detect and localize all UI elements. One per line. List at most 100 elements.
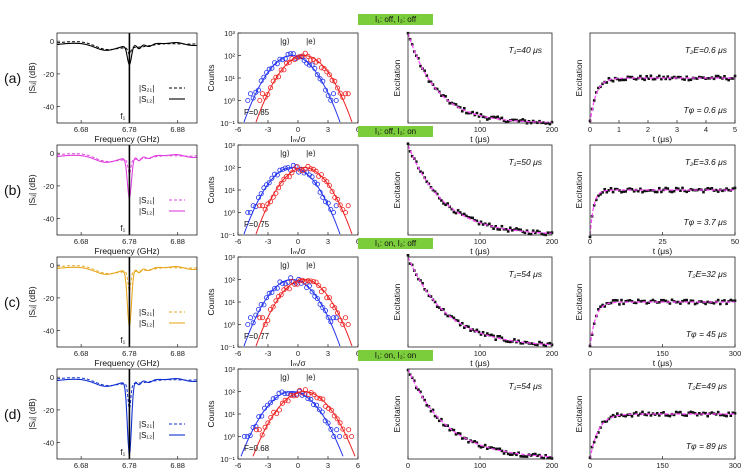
histogram-point-e [276, 74, 282, 80]
t1-data-point [467, 111, 470, 115]
t2e-annotation: T₂E=32 μs [687, 269, 728, 279]
t1-data-point [461, 109, 464, 113]
t1-data-point [534, 343, 537, 346]
ramsey-data-point [620, 298, 623, 302]
histogram-point-e [313, 168, 319, 174]
t1-data-point [542, 343, 545, 347]
ramsey-data-point [613, 415, 617, 418]
y-axis-label: |Sᵢⱼ| (dB) [27, 62, 37, 93]
histogram-point-e [337, 202, 343, 208]
t1-data-point [481, 331, 485, 334]
histogram-point-e [281, 176, 287, 182]
legend-s21-label: |S₂₁| [139, 420, 154, 429]
histogram-point-e [291, 393, 297, 399]
t1-data-point [435, 87, 439, 91]
ramsey-data-point [704, 77, 707, 80]
ramsey-data-point [597, 308, 600, 311]
row-0: I₁: off, I₂: off (a) f₁ 6.68 6.78 6.88 0 -20 -40… [4, 14, 737, 144]
y-tick-label: 10¹ [224, 186, 235, 195]
y-axis-label: |Sᵢⱼ| (dB) [27, 174, 37, 205]
x-tick-label: 6 [356, 461, 360, 470]
spectrum-frame [56, 144, 198, 236]
t1-data-point [463, 326, 466, 329]
t1-annotation: T₁=54 μs [508, 381, 542, 391]
ramsey-data-point [677, 75, 680, 79]
t1-data-point [446, 314, 449, 318]
ramsey-data-point [595, 435, 598, 439]
legend-s12-label: |S₁₂| [139, 431, 154, 440]
histogram-point-e [279, 400, 285, 406]
t1-data-point [519, 228, 522, 232]
x-tick-label: 200 [546, 237, 559, 246]
histogram-point-g [325, 314, 331, 320]
ramsey-data-point [632, 412, 636, 415]
ramsey-fit-curve [589, 189, 735, 236]
row-1: I₁: off, I₂: on (b) f₁ 6.68 6.78 6.88 0 -20 -40 F… [4, 126, 739, 256]
ramsey-data-point [700, 300, 703, 303]
histogram-point-g [245, 98, 251, 104]
t1-data-point [433, 414, 437, 418]
t1-data-point [463, 107, 466, 110]
ramsey-data-point [632, 190, 636, 193]
histogram-point-e [286, 59, 292, 65]
histogram-point-g [272, 171, 278, 177]
x-tick-label: 150 [656, 461, 669, 470]
tphi-annotation: Tφ = 3.7 μs [683, 217, 727, 227]
y-tick-label: 10¹ [224, 298, 235, 307]
t1-data-point [452, 210, 456, 214]
t1-data-point [506, 120, 510, 123]
histogram-point-g [255, 195, 261, 201]
histogram-point-e [334, 196, 340, 202]
t1-data-point [519, 342, 522, 345]
ramsey-data-point [637, 189, 640, 193]
histogram-point-e [253, 427, 259, 433]
histogram-point-e [294, 164, 300, 170]
histogram-point-g [277, 279, 283, 285]
x-tick-label: 6.78 [122, 349, 137, 358]
histogram-point-e [337, 317, 343, 323]
histogram-point-e [281, 67, 287, 73]
histogram-point-e [288, 392, 294, 398]
histogram-point-e [282, 397, 288, 403]
t2e-annotation: T₂E=0.6 μs [685, 45, 728, 55]
fidelity-label: F=0.77 [244, 332, 270, 341]
t1-data-point [509, 226, 512, 230]
histogram-point-e [289, 170, 295, 176]
ramsey-data-point [603, 188, 606, 191]
histogram-point-e [300, 53, 306, 59]
t1-data-point [534, 231, 537, 235]
y-tick-label: -20 [43, 406, 54, 415]
x-tick-label: 0 [588, 461, 592, 470]
histogram-point-e [267, 199, 273, 205]
histogram-point-e [332, 78, 338, 84]
t1-data-point [509, 453, 512, 456]
t1-data-point [419, 170, 422, 173]
histogram-point-g [299, 392, 305, 398]
histogram-point-g [330, 209, 336, 215]
condition-banner [358, 126, 433, 137]
t1-data-point [415, 386, 418, 390]
histogram-point-g [245, 321, 251, 327]
x-axis-label: t (μs) [470, 358, 490, 368]
t1-data-point [490, 446, 493, 449]
histogram-point-e [273, 74, 279, 80]
histogram-point-g [280, 166, 286, 172]
t1-data-point [429, 409, 433, 413]
t1-data-point [435, 192, 439, 196]
ramsey-data-point [603, 420, 606, 423]
histogram-point-g [322, 199, 328, 205]
ramsey-data-point [689, 188, 693, 191]
legend-s12-label: |S₁₂| [139, 95, 154, 104]
x-axis-label: Iₘ/σ [290, 246, 306, 256]
histogram-point-e [342, 91, 348, 97]
ramsey-data-point [664, 299, 667, 303]
ramsey-data-point [605, 420, 609, 423]
t1-data-point [475, 441, 479, 444]
condition-banner-text: I₁: off, I₂: on [375, 127, 416, 136]
histogram-point-g [255, 87, 261, 93]
gaussian-fit-e [255, 278, 353, 347]
histogram-point-e [294, 392, 300, 398]
ramsey-data-point [658, 301, 661, 304]
t1-data-point [440, 94, 443, 97]
t1-data-point [544, 344, 547, 348]
